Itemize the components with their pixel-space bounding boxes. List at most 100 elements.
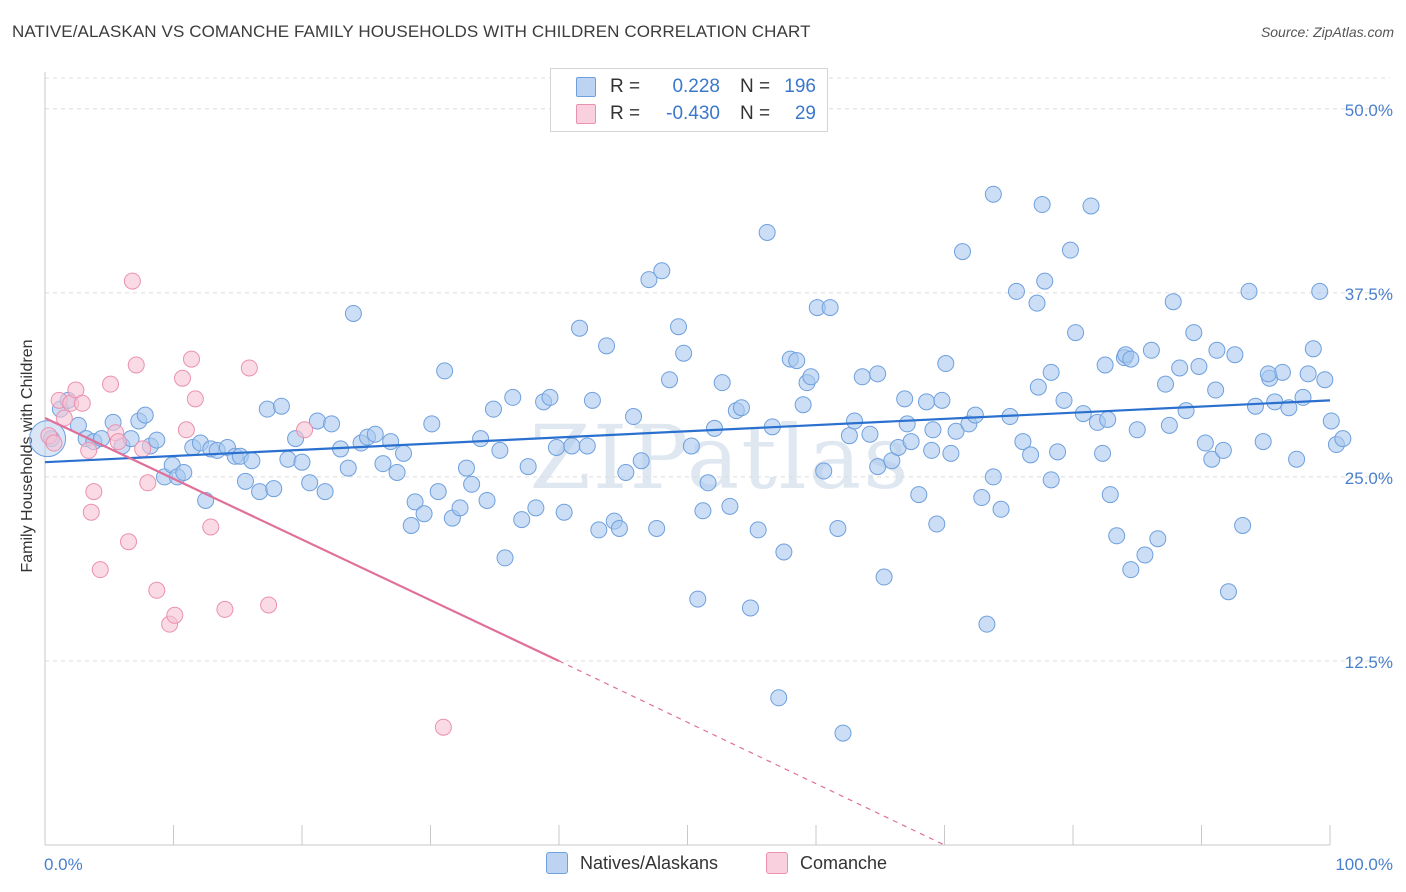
data-point-natives [301, 474, 319, 492]
data-point-comanche [134, 440, 152, 458]
data-point-natives [323, 415, 341, 433]
data-point-natives [1142, 341, 1160, 359]
data-point-natives [316, 483, 334, 501]
comanche-legend-label: Comanche [800, 852, 888, 873]
data-point-natives [1226, 346, 1244, 364]
data-point-natives [293, 453, 311, 471]
data-point-natives [366, 425, 384, 443]
data-point-natives [1208, 341, 1226, 359]
data-point-natives [1219, 583, 1237, 601]
data-point-natives [1254, 433, 1272, 451]
data-point-natives [732, 399, 750, 417]
data-point-natives [749, 521, 767, 539]
data-point-natives [279, 450, 297, 468]
data-point-natives [788, 352, 806, 370]
data-point-comanche [186, 390, 204, 408]
trendline-natives [44, 399, 1331, 464]
data-point-natives [1074, 405, 1092, 423]
data-point-natives [875, 568, 893, 586]
data-point-natives [1036, 272, 1054, 290]
data-point-natives [966, 406, 984, 424]
data-point-natives [1101, 486, 1119, 504]
data-point-natives [395, 444, 413, 462]
data-point-natives [1311, 282, 1329, 300]
data-point-comanche [166, 606, 184, 624]
data-point-natives [436, 362, 454, 380]
data-point-natives [1108, 527, 1126, 545]
data-point-natives [1128, 421, 1146, 439]
data-point-natives [1096, 356, 1114, 374]
data-point-natives [344, 304, 362, 322]
data-point-natives [973, 489, 991, 507]
data-point-natives [463, 475, 481, 493]
data-point-natives [504, 388, 522, 406]
y-tick-label: 37.5% [1345, 285, 1393, 304]
data-point-natives [1033, 196, 1051, 214]
data-point-natives [148, 431, 166, 449]
data-point-natives [1214, 441, 1232, 459]
data-point-natives [1157, 375, 1175, 393]
legend-item-comanche: Comanche [766, 852, 887, 874]
y-tick-label: 50.0% [1345, 101, 1393, 120]
data-point-comanche [260, 596, 278, 614]
data-point-natives [694, 502, 712, 520]
trendline-comanche [44, 417, 560, 662]
data-point-natives [555, 503, 573, 521]
data-point-natives [583, 391, 601, 409]
data-point-comanche [120, 533, 138, 551]
data-point-natives [699, 474, 717, 492]
data-point-natives [1207, 381, 1225, 399]
data-point-natives [478, 491, 496, 509]
data-point-natives [670, 318, 688, 336]
data-point-natives [1055, 391, 1073, 409]
data-point-natives [547, 438, 565, 456]
data-point-comanche [148, 581, 166, 599]
data-point-natives [689, 590, 707, 608]
data-point-natives [513, 511, 531, 529]
data-point-natives [527, 499, 545, 517]
data-point-natives [496, 549, 514, 567]
data-point-natives [617, 463, 635, 481]
data-point-natives [794, 396, 812, 414]
data-point-natives [136, 406, 154, 424]
data-point-natives [406, 493, 424, 511]
n-value: 29 [794, 103, 816, 124]
n-label: N = [740, 103, 771, 124]
data-point-natives [451, 499, 469, 517]
data-point-natives [1334, 430, 1352, 448]
data-point-natives [653, 262, 671, 280]
data-point-natives [571, 319, 589, 337]
data-point-natives [1185, 324, 1203, 342]
data-point-natives [1259, 365, 1277, 383]
data-point-natives [902, 433, 920, 451]
data-point-comanche [80, 441, 98, 459]
data-point-natives [992, 500, 1010, 518]
data-point-natives [610, 519, 628, 537]
data-point-natives [243, 452, 261, 470]
data-point-natives [236, 472, 254, 490]
data-point-natives [590, 521, 608, 539]
data-point-natives [1316, 371, 1334, 389]
data-point-natives [563, 437, 581, 455]
data-point-natives [625, 408, 643, 426]
data-point-comanche [82, 503, 100, 521]
r-value: 0.228 [672, 76, 720, 97]
comanche-swatch [576, 104, 596, 124]
data-point-natives [1082, 197, 1100, 215]
data-point-natives [1273, 363, 1291, 381]
data-point-natives [1099, 410, 1117, 428]
data-point-comanche [91, 561, 109, 579]
series-legend: Natives/Alaskans Comanche [0, 852, 1406, 878]
data-point-natives [272, 397, 290, 415]
data-point-natives [829, 519, 847, 537]
natives-swatch [576, 77, 596, 97]
y-tick-label: 25.0% [1345, 469, 1393, 488]
data-point-comanche [240, 359, 258, 377]
data-point-natives [775, 543, 793, 561]
data-point-natives [846, 412, 864, 430]
data-point-natives [1042, 363, 1060, 381]
data-point-natives [675, 344, 693, 362]
data-point-comanche [173, 369, 191, 387]
data-point-comanche [102, 375, 120, 393]
